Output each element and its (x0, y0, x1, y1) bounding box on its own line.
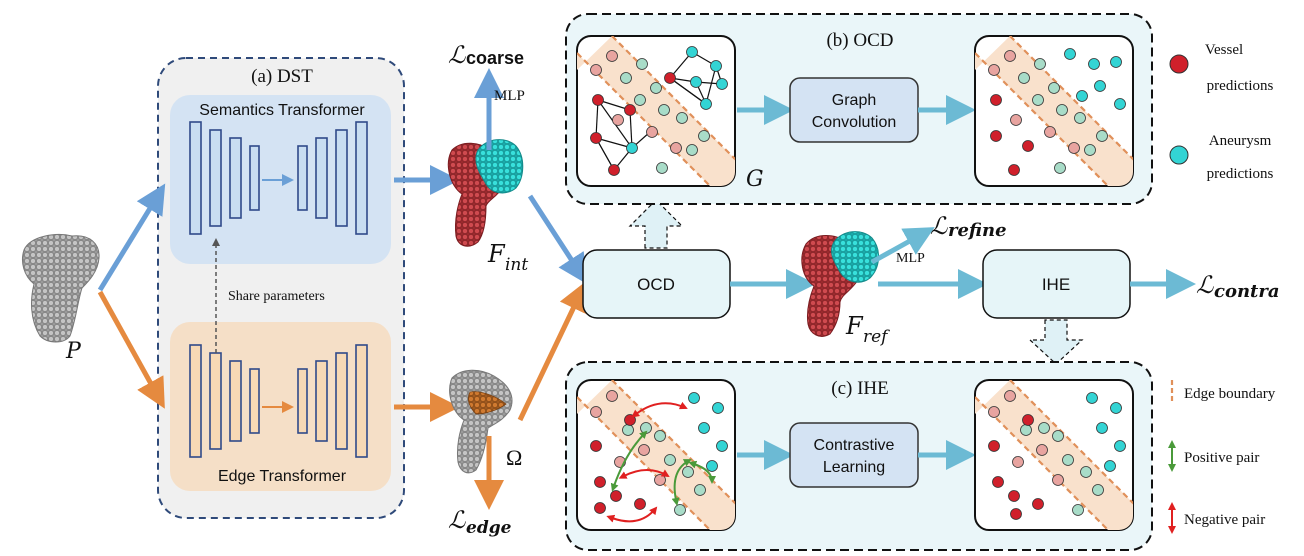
fint-to-ocd-arrow (527, 194, 588, 285)
aneurysm-legend-line2: predictions (1207, 166, 1274, 182)
ihe-box-label: IHE (1042, 275, 1070, 294)
share-parameters-label: Share parameters (228, 289, 325, 304)
aneurysm-legend-line1: Aneurysm (1209, 133, 1272, 149)
f-ref-label: F (845, 312, 864, 340)
omega-to-ocd-arrow (517, 280, 587, 422)
edge-loss-label: ℒ (448, 506, 466, 534)
graph-convolution-line1: Graph (832, 92, 876, 109)
positive-pair-legend-label: Positive pair (1184, 450, 1259, 466)
coarse-loss-sub: coarse (466, 48, 524, 68)
graph-convolution-box (789, 77, 919, 143)
edge-loss-sub: edge (466, 518, 512, 538)
omega-label: Ω (506, 445, 522, 470)
f-int-sub: int (505, 255, 528, 275)
graph-g-label: G (746, 167, 764, 192)
f-int-label: F (487, 240, 506, 268)
ocd-panel: (b) OCD (565, 13, 1153, 205)
ocd-box-label: OCD (637, 275, 675, 294)
contrastive-learning-line1: Contrastive (814, 437, 895, 454)
refine-loss-sub: refine (948, 220, 1007, 241)
f-int-point-cloud: F int (447, 139, 528, 275)
ocd-panel-title: (b) OCD (826, 30, 893, 51)
semantics-transformer-label: Semantics Transformer (199, 102, 365, 119)
refine-arrow (870, 227, 935, 265)
f-ref-sub: ref (863, 327, 890, 347)
p-to-edge-arrow (97, 290, 165, 409)
legend: Vessel predictions Aneurysm predictions … (1168, 42, 1276, 534)
coarse-loss-label: ℒ (448, 41, 466, 69)
input-point-cloud: P (21, 234, 100, 364)
p-to-semantics-arrow (97, 183, 166, 292)
ihe-panel: (c) IHE (565, 361, 1153, 551)
vessel-legend-swatch (1169, 54, 1189, 74)
aneurysm-legend-swatch (1169, 145, 1189, 165)
ihe-panel-title: (c) IHE (831, 378, 889, 399)
ocd-up-arrow (628, 199, 684, 249)
dst-panel: (a) DST Semantics Transformer Edge Trans… (157, 57, 405, 519)
negative-pair-legend-label: Negative pair (1184, 512, 1265, 528)
contrastive-learning-box (789, 422, 919, 488)
edge-boundary-legend-label: Edge boundary (1184, 386, 1276, 402)
vessel-legend-line2: predictions (1207, 78, 1274, 94)
dst-title: (a) DST (251, 66, 313, 87)
graph-convolution-line2: Convolution (812, 114, 897, 131)
omega-point-cloud: Ω (449, 369, 522, 474)
edge-transformer-label: Edge Transformer (218, 468, 347, 485)
contra-loss-sub: contra (1214, 281, 1280, 302)
contra-loss-label: ℒ (1196, 271, 1214, 299)
refine-loss-label: ℒ (930, 212, 948, 240)
contrastive-learning-line2: Learning (823, 459, 885, 476)
f-ref-point-cloud: F ref (801, 231, 890, 347)
mlp-top-label: MLP (494, 88, 525, 104)
ihe-down-arrow (1028, 319, 1084, 365)
mlp-mid-label: MLP (896, 251, 925, 266)
semantics-layers (189, 121, 368, 235)
vessel-legend-line1: Vessel (1205, 42, 1243, 58)
input-p-label: P (65, 339, 82, 364)
